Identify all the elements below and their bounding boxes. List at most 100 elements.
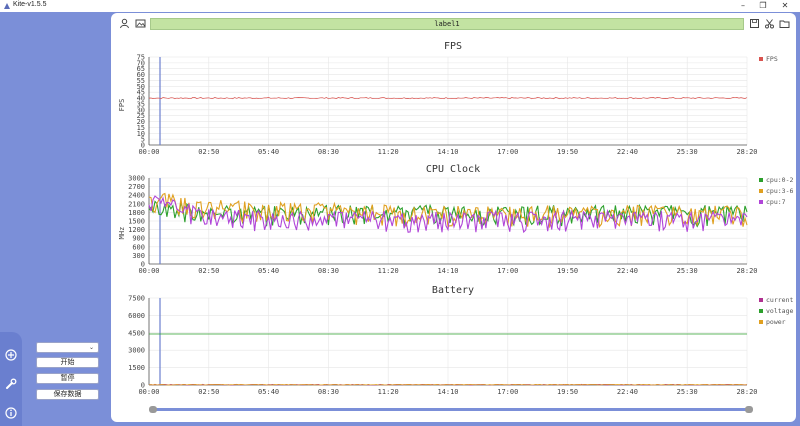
cpu-ylabel: MHz bbox=[118, 227, 126, 240]
fps-xtick-label: 25:30 bbox=[677, 148, 698, 156]
cpu-xtick-label: 14:10 bbox=[437, 267, 458, 275]
cpu-xtick-label: 05:40 bbox=[258, 267, 279, 275]
cpu-legend-label: cpu:7 bbox=[766, 198, 786, 206]
cpu-ytick-label: 2700 bbox=[128, 183, 145, 191]
cpu-ytick-label: 1800 bbox=[128, 209, 145, 217]
app-logo-icon bbox=[4, 3, 10, 9]
cpu-clock-chart: CPU Clock MHz 03006009001200150018002100… bbox=[118, 164, 793, 275]
cpu-series-line bbox=[148, 195, 748, 234]
fps-xtick-label: 28:20 bbox=[736, 148, 757, 156]
sidebar-rail bbox=[0, 332, 22, 426]
battery-ytick-label: 1500 bbox=[128, 364, 145, 372]
fps-ytick-label: 5 bbox=[141, 136, 145, 144]
cpu-xtick-label: 19:50 bbox=[557, 267, 578, 275]
battery-xtick-label: 05:40 bbox=[258, 388, 279, 396]
sidebar: ⌄ 开始 暂停 保存数据 bbox=[0, 12, 110, 426]
close-icon[interactable]: ✕ bbox=[781, 1, 789, 10]
cpu-ytick-label: 2100 bbox=[128, 200, 145, 208]
fps-ytick-label: 30 bbox=[137, 106, 145, 114]
fps-xtick-label: 22:40 bbox=[617, 148, 638, 156]
fps-ytick-label: 20 bbox=[137, 118, 145, 126]
cpu-ytick-label: 3000 bbox=[128, 175, 145, 183]
main-panel: label1 FPS FPS 0 5 10 15 20 25 30 35 40 45 50 55 60 6… bbox=[111, 13, 796, 422]
slider-track bbox=[153, 408, 749, 411]
time-range-slider[interactable] bbox=[149, 406, 753, 413]
start-button[interactable]: 开始 bbox=[36, 357, 99, 368]
folder-icon[interactable] bbox=[779, 18, 790, 29]
device-select[interactable]: ⌄ bbox=[36, 342, 99, 353]
battery-xtick-label: 28:20 bbox=[736, 388, 757, 396]
battery-series-line bbox=[148, 383, 748, 386]
cpu-xtick-label: 11:20 bbox=[378, 267, 399, 275]
battery-chart: Battery 0 1500 3000 4500 6000 7500 00:00 02:50 0… bbox=[128, 285, 793, 396]
slider-start-handle[interactable] bbox=[149, 406, 157, 413]
label-bar: label1 bbox=[150, 18, 744, 30]
cpu-ytick-label: 600 bbox=[132, 243, 145, 251]
minimize-icon[interactable]: – bbox=[741, 1, 745, 10]
battery-legend-label: power bbox=[766, 318, 786, 326]
fps-ytick-label: 10 bbox=[137, 130, 145, 138]
cpu-legend-label: cpu:0-2 bbox=[766, 176, 793, 184]
battery-xtick-label: 17:00 bbox=[497, 388, 518, 396]
fps-ytick-label: 75 bbox=[137, 54, 145, 62]
battery-legend-label: current bbox=[766, 296, 793, 304]
cpu-legend-swatch bbox=[759, 200, 763, 204]
maximize-icon[interactable]: ❐ bbox=[759, 1, 767, 10]
fps-series-line bbox=[148, 96, 748, 100]
fps-ytick-label: 0 bbox=[141, 142, 145, 150]
battery-xtick-label: 19:50 bbox=[557, 388, 578, 396]
fps-xtick-label: 14:10 bbox=[437, 148, 458, 156]
scissors-icon[interactable] bbox=[764, 18, 775, 29]
save-data-button[interactable]: 保存数据 bbox=[36, 389, 99, 400]
cpu-ytick-label: 900 bbox=[132, 235, 145, 243]
user-icon[interactable] bbox=[119, 18, 130, 29]
fps-ytick-label: 40 bbox=[137, 95, 145, 103]
fps-ylabel: FPS bbox=[118, 99, 126, 112]
charts-area: FPS FPS 05101520253035404550556065707500… bbox=[118, 41, 793, 396]
window-titlebar: Kite-v1.5.5 – ❐ ✕ bbox=[0, 0, 800, 12]
cpu-ytick-label: 0 bbox=[141, 261, 145, 269]
fps-ytick-label: 70 bbox=[137, 59, 145, 67]
battery-xtick-label: 14:10 bbox=[437, 388, 458, 396]
battery-ytick-label: 4500 bbox=[128, 329, 145, 337]
cpu-xtick-label: 25:30 bbox=[677, 267, 698, 275]
pause-button[interactable]: 暂停 bbox=[36, 373, 99, 384]
battery-legend-swatch bbox=[759, 309, 763, 313]
add-icon[interactable] bbox=[5, 349, 17, 361]
cpu-xtick-label: 28:20 bbox=[736, 267, 757, 275]
battery-xtick-label: 22:40 bbox=[617, 388, 638, 396]
cpu-legend-swatch bbox=[759, 178, 763, 182]
cpu-legend-swatch bbox=[759, 189, 763, 193]
cpu-ytick-label: 1200 bbox=[128, 226, 145, 234]
cpu-legend-label: cpu:3-6 bbox=[766, 187, 793, 195]
battery-legend-swatch bbox=[759, 320, 763, 324]
battery-ytick-label: 0 bbox=[141, 382, 145, 390]
cpu-ytick-label: 2400 bbox=[128, 192, 145, 200]
fps-ytick-label: 25 bbox=[137, 112, 145, 120]
info-icon[interactable] bbox=[5, 407, 17, 419]
battery-xtick-label: 11:20 bbox=[378, 388, 399, 396]
fps-xtick-label: 00:00 bbox=[138, 148, 159, 156]
fps-ytick-label: 45 bbox=[137, 89, 145, 97]
cpu-xtick-label: 00:00 bbox=[138, 267, 159, 275]
cpu-xtick-label: 08:30 bbox=[318, 267, 339, 275]
save-icon[interactable] bbox=[749, 18, 760, 29]
image-icon[interactable] bbox=[135, 18, 146, 29]
fps-ytick-label: 35 bbox=[137, 100, 145, 108]
fps-ytick-label: 50 bbox=[137, 83, 145, 91]
slider-end-handle[interactable] bbox=[745, 406, 753, 413]
fps-ytick-label: 15 bbox=[137, 124, 145, 132]
fps-legend-swatch bbox=[759, 57, 763, 61]
wrench-icon[interactable] bbox=[5, 378, 17, 390]
cpu-xtick-label: 22:40 bbox=[617, 267, 638, 275]
battery-chart-title: Battery bbox=[432, 285, 474, 296]
fps-xtick-label: 17:00 bbox=[497, 148, 518, 156]
fps-xtick-label: 02:50 bbox=[198, 148, 219, 156]
cpu-ytick-label: 1500 bbox=[128, 218, 145, 226]
battery-xtick-label: 25:30 bbox=[677, 388, 698, 396]
window-title: Kite-v1.5.5 bbox=[13, 1, 47, 8]
battery-xtick-label: 00:00 bbox=[138, 388, 159, 396]
cpu-xtick-label: 02:50 bbox=[198, 267, 219, 275]
toolbar: label1 bbox=[111, 13, 796, 35]
